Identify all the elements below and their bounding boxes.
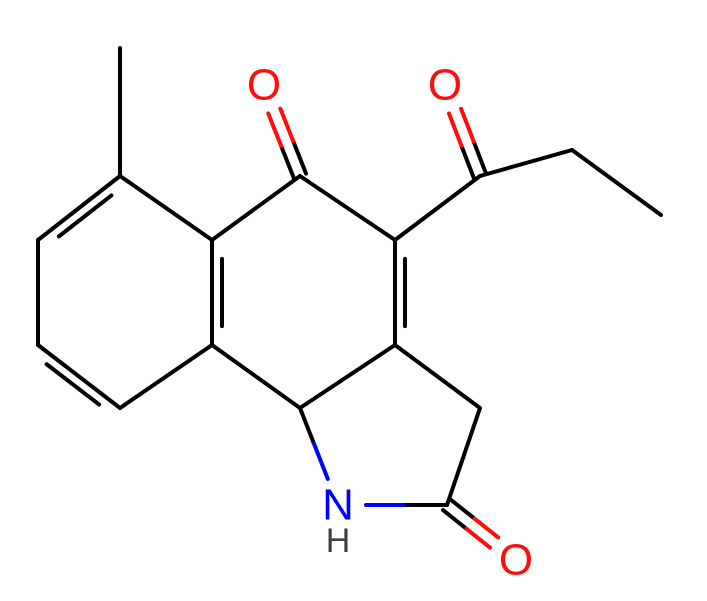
o-atom-label: O: [499, 536, 533, 585]
nh-hydrogen-label: H: [326, 522, 351, 560]
molecule-diagram: ONHOO: [0, 0, 707, 601]
o-atom-label: O: [428, 61, 462, 110]
o-atom-label: O: [247, 61, 281, 110]
